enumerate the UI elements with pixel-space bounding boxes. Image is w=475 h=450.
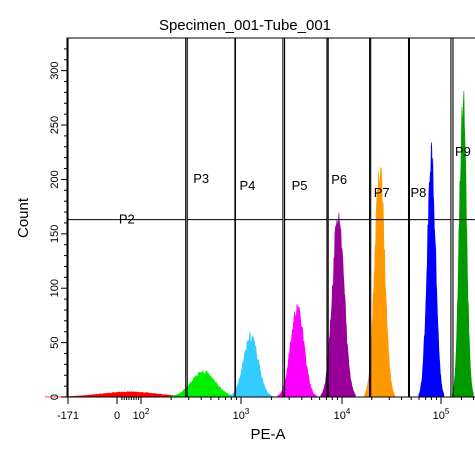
y-tick-label: 250	[49, 116, 61, 134]
gate-label: P6	[331, 172, 347, 187]
histogram-series	[452, 91, 474, 398]
x-tick-exponent: 2	[145, 407, 150, 416]
gate-label: P9	[455, 144, 471, 159]
gate-label: P5	[292, 178, 308, 193]
x-tick-label: -171	[57, 410, 79, 422]
y-tick-label: 100	[49, 279, 61, 297]
y-axis-label: Count	[15, 197, 32, 238]
histogram-series	[418, 142, 445, 398]
gate-label: P4	[239, 178, 255, 193]
y-axis: 0 50 100 150 200 250 300	[49, 48, 67, 400]
x-tick-exponent: 4	[346, 407, 351, 416]
gate-label: P8	[410, 185, 426, 200]
gate-label: P3	[193, 171, 209, 186]
y-tick-label: 300	[49, 61, 61, 79]
x-axis-label: PE-A	[250, 426, 285, 443]
gate-label: P2	[119, 212, 135, 227]
histogram-series	[277, 304, 318, 398]
x-tick-exponent: 3	[245, 407, 250, 416]
y-tick-label: 0	[49, 394, 61, 400]
gate-group: P2 P3 P4 P5 P6 P7 P8 P9	[67, 38, 475, 397]
plot-frame	[66, 37, 475, 398]
chart-title: Specimen_001-Tube_001	[159, 17, 331, 34]
y-tick-label: 200	[49, 170, 61, 188]
gate-label: P7	[374, 185, 390, 200]
x-tick-exponent: 5	[445, 407, 450, 416]
x-tick-label: 0	[114, 410, 120, 422]
y-tick-label: 50	[49, 336, 61, 348]
y-tick-label: 150	[49, 225, 61, 243]
